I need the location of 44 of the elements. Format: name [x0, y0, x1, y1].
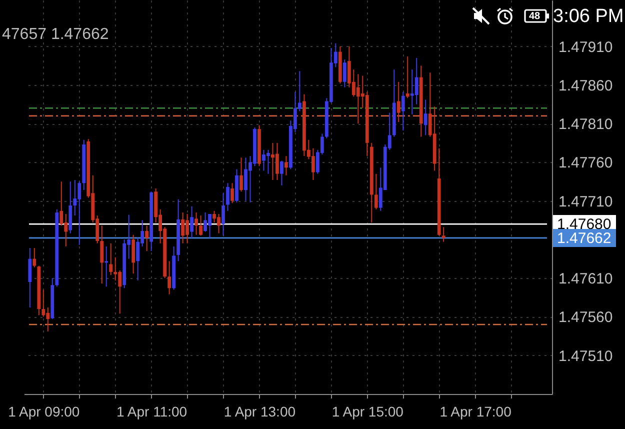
candlestick: [194, 212, 198, 236]
y-tick-label: 1.47760: [558, 154, 613, 172]
x-tick-label: 1 Apr 11:00: [116, 404, 188, 420]
candlestick: [311, 148, 315, 181]
x-tick-label: 1 Apr 09:00: [8, 404, 80, 420]
candlestick: [132, 234, 136, 274]
candlestick: [190, 206, 194, 238]
y-tick-label: 1.47610: [558, 270, 613, 288]
y-tick-label: 1.47560: [558, 309, 613, 326]
candlestick: [145, 225, 149, 252]
y-tick-label: 1.47860: [558, 77, 613, 94]
x-tick-label: 1 Apr 15:00: [332, 404, 404, 420]
candlestick: [414, 57, 418, 105]
candlestick: [222, 192, 225, 236]
candlestick: [396, 81, 400, 123]
candlestick: [374, 173, 378, 210]
candlestick: [32, 247, 36, 268]
candlestick: [199, 215, 202, 236]
y-tick-label: 1.47710: [558, 193, 613, 210]
candlestick: [240, 157, 243, 192]
candlestick: [442, 226, 446, 242]
candlestick: [104, 246, 108, 288]
y-tick-label: 1.47910: [558, 38, 613, 56]
annotation: 48: [529, 11, 540, 22]
candlestick: [401, 91, 405, 132]
candlestick: [28, 247, 32, 308]
candlestick: [342, 58, 346, 88]
candlestick: [280, 160, 284, 186]
x-tick-label: 1 Apr 13:00: [224, 404, 296, 420]
candlestick: [42, 289, 46, 318]
candlestick: [73, 180, 77, 216]
candlestick: [168, 260, 171, 295]
candlestick: [284, 156, 288, 176]
x-tick-label: 1 Apr 17:00: [440, 404, 512, 420]
candlestick: [406, 56, 410, 99]
candlestick: [226, 182, 230, 212]
annotation: 47657 1.47662: [2, 26, 109, 44]
y-tick-label: 1.47510: [558, 348, 613, 365]
candlestick: [100, 225, 104, 284]
candlestick: [424, 99, 428, 136]
text: 3:06 PM: [553, 6, 624, 28]
candlestick: [109, 242, 113, 276]
candlestick: [230, 182, 234, 204]
y-tick-label: 1.47810: [558, 116, 613, 134]
